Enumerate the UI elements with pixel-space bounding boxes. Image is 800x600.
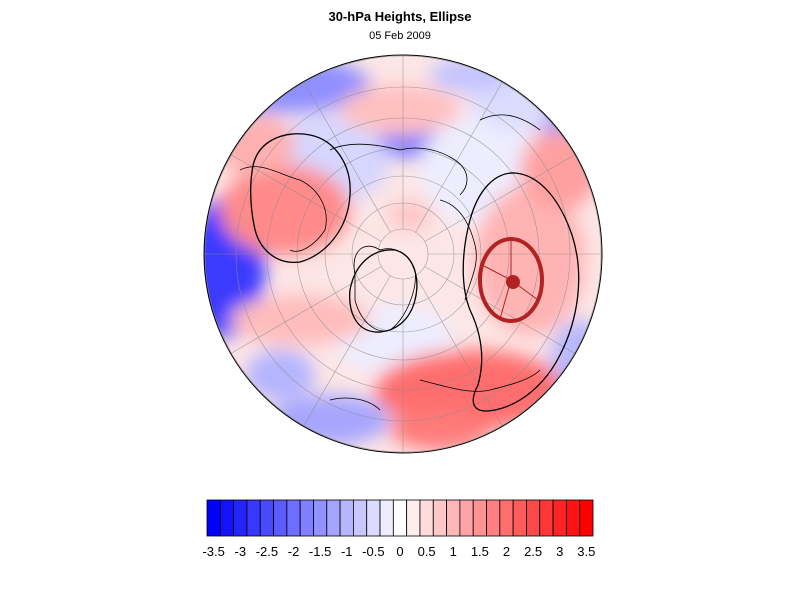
colorbar-tick-label: 0.5	[418, 544, 436, 559]
colorbar-tick-label: -0.5	[362, 544, 384, 559]
contour-east	[462, 172, 580, 412]
globe-outline	[203, 54, 603, 454]
meridian-line	[424, 266, 577, 355]
ellipse-overlay	[478, 237, 544, 323]
plot-title: 30-hPa Heights, Ellipse	[328, 9, 472, 24]
colorbar-swatch	[273, 499, 288, 537]
colorbar-swatch	[579, 499, 594, 537]
colorbar-swatch	[406, 499, 421, 537]
pacific-coast	[329, 397, 381, 411]
meridian-line	[415, 275, 504, 428]
asia-coast	[419, 369, 541, 392]
positive-anomaly-region	[475, 185, 585, 335]
scandinavia-coast	[439, 199, 477, 301]
colorbar-swatch	[366, 499, 381, 537]
height-contours	[250, 133, 580, 412]
meridian-line	[302, 275, 391, 428]
colorbar-swatches	[206, 499, 594, 537]
colorbar-tick-label: -3.5	[202, 544, 224, 559]
colorbar-swatch	[446, 499, 461, 537]
colorbar-swatch	[526, 499, 541, 537]
positive-anomaly-region	[390, 410, 490, 450]
colorbar-swatch	[565, 499, 581, 537]
colorbar-swatch	[259, 499, 274, 537]
colorbar-swatch	[379, 499, 394, 537]
colorbar-tick-label: -2	[288, 544, 300, 559]
colorbar-tick-label: -1.5	[309, 544, 331, 559]
contour-greenland	[349, 249, 418, 333]
positive-anomaly-region	[220, 165, 350, 255]
siberia-coast	[479, 114, 541, 131]
contour-west	[250, 133, 351, 263]
colorbar-tick-label: 1.5	[471, 544, 489, 559]
colorbar-swatch	[459, 499, 474, 537]
graticule	[204, 55, 602, 453]
colorbar-labels: -3.5 -3 -2.5 -2 -1.5 -1 -0.5 0 0.5 1 1.5 2 2.5 3 3.5	[202, 544, 595, 559]
colorbar-swatch	[313, 499, 328, 537]
meridian-line	[229, 153, 382, 242]
colorbar-swatch	[219, 499, 235, 537]
colorbar-tick-label: -3	[234, 544, 246, 559]
colorbar-tick-label: 3	[556, 544, 563, 559]
colorbar-tick-label: 2	[503, 544, 510, 559]
colorbar-swatch	[472, 499, 487, 537]
positive-anomaly-region	[375, 350, 565, 430]
negative-anomaly-region	[245, 350, 315, 400]
positive-anomaly-region	[340, 85, 460, 135]
colorbar-swatch	[206, 499, 221, 537]
ellipse-axis	[481, 264, 512, 281]
meridian-line	[415, 80, 504, 233]
colorbar-tick-label: 2.5	[524, 544, 542, 559]
colorbar-swatch	[419, 499, 434, 537]
colorbar-tick-label: 1	[450, 544, 457, 559]
colorbar-swatch	[552, 499, 567, 537]
meridian-line	[229, 266, 382, 355]
colorbar-swatch	[326, 499, 341, 537]
colorbar-swatch	[339, 499, 354, 537]
colorbar-swatch	[486, 499, 501, 537]
colorbar-swatch	[299, 499, 314, 537]
arctic-coast	[329, 143, 468, 196]
plot-date: 05 Feb 2009	[369, 30, 431, 42]
colorbar-swatch	[499, 499, 514, 537]
fitted-ellipse	[478, 237, 544, 323]
colorbar-swatch	[246, 499, 261, 537]
colorbar-swatch	[539, 499, 554, 537]
colorbar-tick-label: -2.5	[256, 544, 278, 559]
colorbar-swatch	[286, 499, 301, 537]
colorbar-tick-label: -1	[341, 544, 353, 559]
colorbar-swatch	[233, 499, 248, 537]
colorbar-swatch	[512, 499, 527, 537]
colorbar-swatch	[392, 499, 408, 537]
colorbar-swatch	[432, 499, 447, 537]
north-america-coast	[239, 166, 327, 252]
positive-anomaly-region	[230, 295, 370, 345]
colorbar-tick-label: 0	[396, 544, 403, 559]
colorbar-tick-label: 3.5	[577, 544, 595, 559]
anomaly-field	[204, 55, 602, 453]
ellipse-center-dot	[506, 275, 520, 289]
colorbar-swatch	[353, 499, 368, 537]
meridian-line	[424, 153, 577, 242]
meridian-line	[302, 80, 391, 233]
